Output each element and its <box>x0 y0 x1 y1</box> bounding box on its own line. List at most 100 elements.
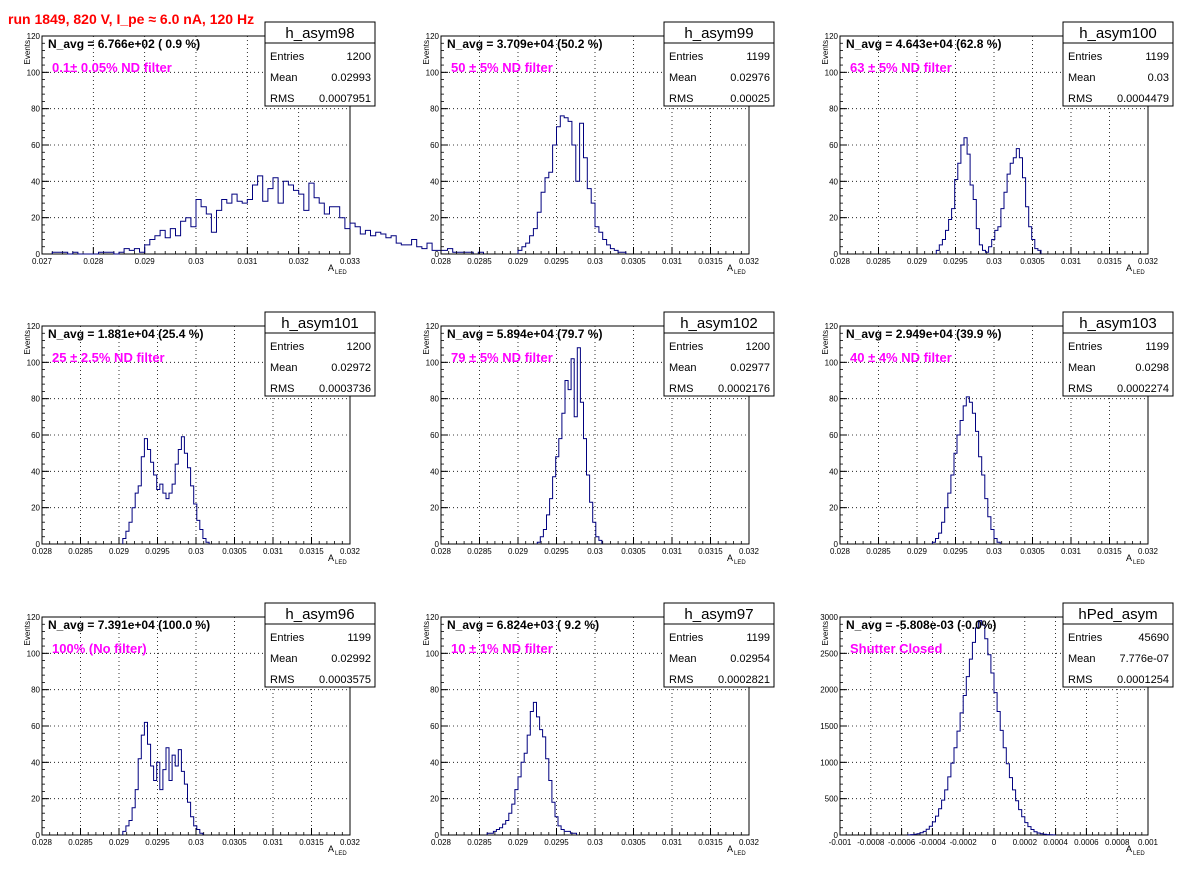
histogram-bin <box>512 804 515 835</box>
stat-value: 0.02977 <box>730 362 770 374</box>
histogram-bin <box>126 531 129 544</box>
x-tick-label: 0.0285 <box>866 547 891 556</box>
x-tick-label: 0.0295 <box>943 257 968 266</box>
y-tick-label: 40 <box>829 177 838 186</box>
filter-annotation: 0.1± 0.05% ND filter <box>52 60 172 75</box>
histogram-bin <box>288 185 293 254</box>
x-tick-label: 0.03 <box>587 257 603 266</box>
histogram-bin <box>952 209 955 254</box>
histogram-bin <box>145 245 150 254</box>
histogram-bin <box>991 529 994 544</box>
x-tick-label: 0.0315 <box>1097 257 1122 266</box>
histogram-bin <box>1026 207 1029 254</box>
y-axis-title: Events <box>422 621 431 645</box>
stat-value: 1200 <box>347 51 371 63</box>
histogram-bin <box>935 816 938 835</box>
x-tick-label: -0.0002 <box>950 838 978 847</box>
histogram-step-line <box>536 347 603 544</box>
histogram-bin <box>951 763 954 835</box>
histogram-bin <box>960 713 963 835</box>
x-tick-label: 0.028 <box>830 257 851 266</box>
histogram-bin <box>966 677 969 835</box>
histogram-bin <box>1032 239 1035 254</box>
stat-value: 0.0002821 <box>718 674 770 686</box>
x-tick-label: 0.031 <box>1061 547 1082 556</box>
histogram-bin <box>170 229 175 254</box>
y-tick-label: 40 <box>31 177 40 186</box>
x-tick-label: 0.0008 <box>1105 838 1130 847</box>
x-axis-title-subscript: LED <box>734 270 746 276</box>
histogram-bin <box>995 230 998 254</box>
y-tick-label: 40 <box>430 758 439 767</box>
histogram-bin <box>1019 158 1022 254</box>
histogram-bin <box>958 163 961 254</box>
histogram-bin <box>970 185 973 254</box>
histogram-bin <box>206 542 209 544</box>
histogram-bin <box>247 200 252 255</box>
histogram-bin <box>175 236 180 254</box>
y-tick-label: 80 <box>829 395 838 404</box>
stat-label: RMS <box>1068 674 1092 686</box>
histogram-bin <box>151 766 154 835</box>
histogram-bin <box>184 453 187 544</box>
y-axis-title: Events <box>821 40 830 64</box>
y-tick-label: 20 <box>829 504 838 513</box>
x-tick-label: 0.0295 <box>943 547 968 556</box>
y-tick-label: 40 <box>430 467 439 476</box>
y-tick-label: 3000 <box>820 613 838 622</box>
stat-label: RMS <box>669 93 693 105</box>
histogram-bin <box>957 435 960 544</box>
histogram-bin <box>935 539 938 544</box>
x-axis-title: A <box>1126 844 1132 854</box>
histogram-bin <box>129 820 132 835</box>
histogram-bin <box>939 809 942 835</box>
stat-label: Entries <box>669 341 704 353</box>
stat-label: Mean <box>1068 653 1096 665</box>
y-tick-label: 120 <box>426 32 440 41</box>
stat-value: 0.02993 <box>331 72 371 84</box>
x-tick-label: 0.0315 <box>698 547 723 556</box>
histogram-bin <box>550 499 553 544</box>
y-tick-label: 40 <box>430 177 439 186</box>
histogram-bin <box>961 145 964 254</box>
stat-label: Entries <box>1068 632 1103 644</box>
histogram-bin <box>982 250 985 254</box>
histogram-bin <box>129 250 134 254</box>
histogram-bin <box>530 236 534 254</box>
hist-name: h_asym103 <box>1079 315 1157 332</box>
histogram-bin <box>923 831 926 835</box>
x-tick-label: 0.0305 <box>222 547 247 556</box>
x-tick-label: 0.03 <box>986 257 1002 266</box>
histogram-bin <box>568 390 571 544</box>
stat-value: 1199 <box>746 632 770 644</box>
histogram-bin <box>561 830 564 835</box>
histogram-panel-h_asym99: 0.028 0.0285 0.029 0.0295 0.03 0.0305 0.031 0.0… <box>422 21 775 276</box>
stat-label: Mean <box>270 72 298 84</box>
stats-box-frame <box>264 21 376 107</box>
histogram-bin <box>422 249 427 254</box>
histogram-bin <box>985 499 988 544</box>
histogram-bin <box>553 477 556 544</box>
histogram-bin <box>577 348 580 544</box>
stat-label: RMS <box>270 674 294 686</box>
histogram-bin <box>957 731 960 835</box>
histogram-bin <box>178 750 181 835</box>
x-tick-label: 0.029 <box>508 547 529 556</box>
x-axis-title-subscript: LED <box>734 560 746 566</box>
histogram-bin <box>1019 810 1022 835</box>
x-axis-title-subscript: LED <box>335 851 347 857</box>
x-tick-label: 0.027 <box>32 257 53 266</box>
stat-value: 0.0003575 <box>319 674 371 686</box>
navg-label: N_avg = 4.643e+04 (62.8 %) <box>846 37 1001 51</box>
histogram-bin <box>1035 249 1038 254</box>
x-tick-label: 0.0285 <box>467 838 492 847</box>
histogram-bin <box>360 234 365 254</box>
histogram-bin <box>985 639 988 835</box>
histogram-bin <box>593 522 596 544</box>
y-tick-label: 0 <box>834 250 839 259</box>
filter-annotation: 100% (No filter) <box>52 641 147 656</box>
x-tick-label: 0.029 <box>907 257 928 266</box>
histogram-bin <box>522 247 526 254</box>
x-tick-label: 0.03 <box>587 547 603 556</box>
histogram-bin <box>191 227 196 254</box>
